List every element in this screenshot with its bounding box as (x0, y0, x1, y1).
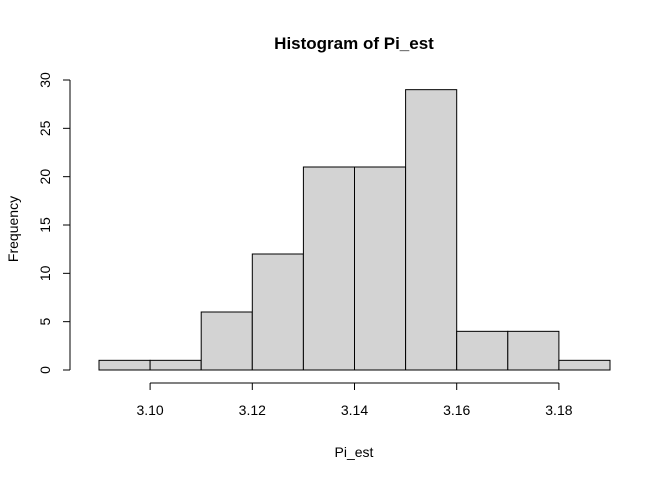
y-axis-label: Frequency (5, 196, 21, 262)
histogram-bar (507, 330, 560, 371)
y-tick-label: 5 (37, 318, 53, 326)
histogram-bar (456, 330, 509, 371)
y-tick-label: 20 (37, 169, 53, 185)
x-tick-label: 3.12 (239, 402, 266, 418)
x-axis: 3.10 3.12 3.14 3.16 3.18 (136, 382, 573, 418)
x-tick-label: 3.18 (545, 402, 572, 418)
chart-title: Histogram of Pi_est (274, 34, 434, 53)
histogram-bar (354, 166, 407, 371)
x-tick-label: 3.10 (136, 402, 163, 418)
histogram-bar (558, 359, 611, 371)
y-tick-label: 30 (37, 72, 53, 88)
histogram-bar (302, 166, 355, 371)
y-tick-label: 0 (37, 366, 53, 374)
y-axis: 0 5 10 15 20 25 30 (37, 72, 71, 374)
histogram-bar (98, 359, 151, 371)
x-tick-label: 3.14 (341, 402, 368, 418)
x-axis-label: Pi_est (335, 444, 374, 460)
y-tick-label: 10 (37, 265, 53, 281)
histogram-bar (405, 89, 458, 371)
y-tick-label: 15 (37, 217, 53, 233)
histogram-bar (200, 311, 253, 371)
histogram-bar (149, 359, 202, 371)
bars-group (98, 89, 611, 371)
histogram-bar (251, 253, 304, 371)
y-tick-label: 25 (37, 120, 53, 136)
x-tick-label: 3.16 (443, 402, 470, 418)
